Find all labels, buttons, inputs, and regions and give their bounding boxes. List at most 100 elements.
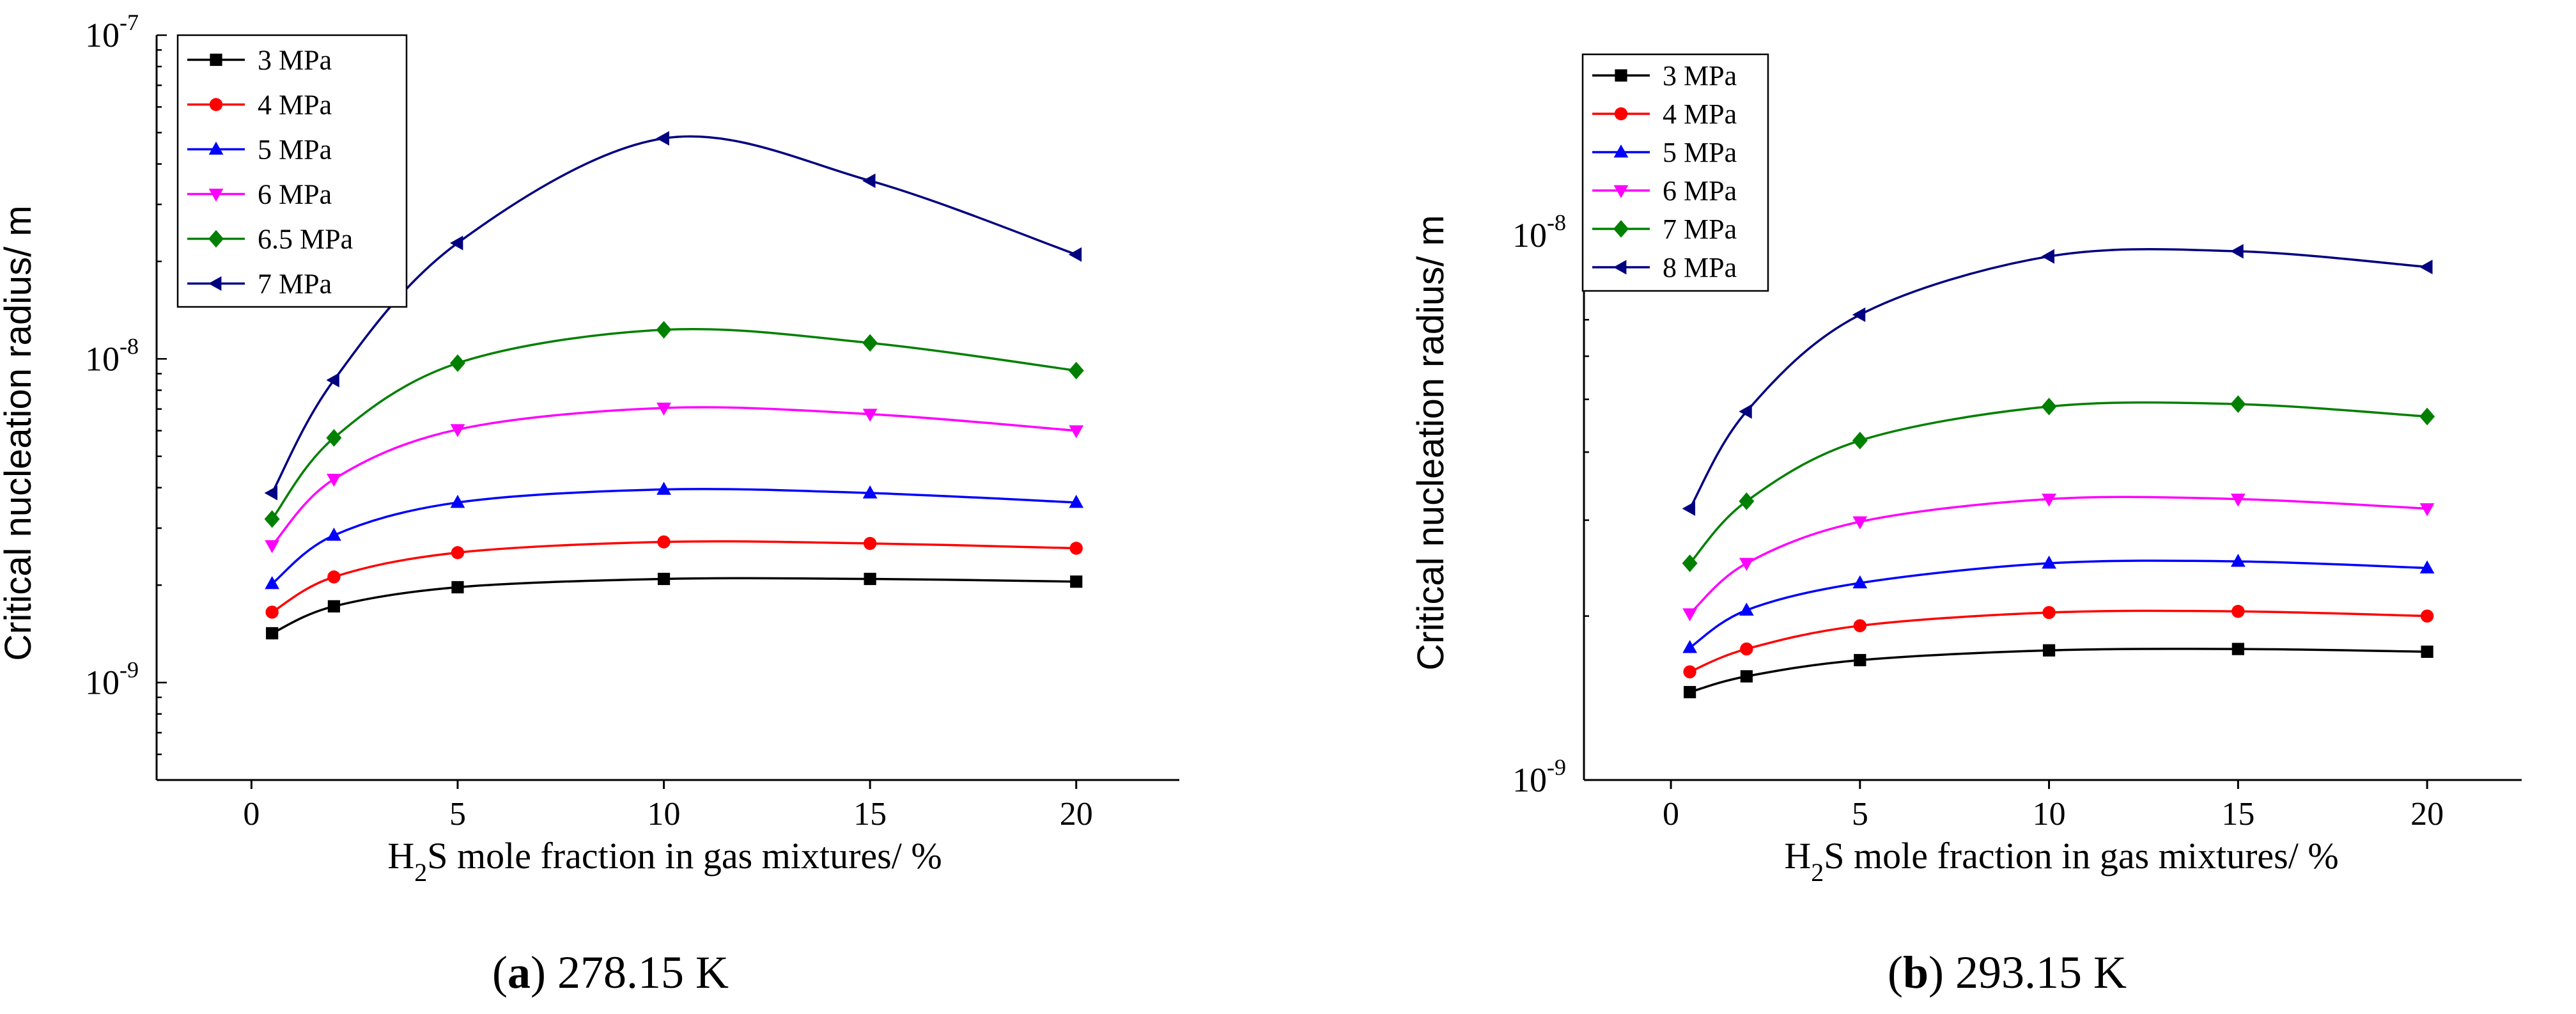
x-tick-label: 15 <box>2221 796 2254 832</box>
series-6-mpa <box>1682 494 2435 621</box>
data-point <box>1853 619 1867 632</box>
legend-label: 6 MPa <box>258 179 332 210</box>
data-point <box>1683 665 1696 678</box>
data-point <box>862 409 878 422</box>
data-point <box>1069 425 1084 439</box>
data-point <box>864 572 876 586</box>
data-point <box>1682 501 1696 516</box>
data-point <box>2419 260 2433 274</box>
y-tick-label: 10-7 <box>85 10 139 54</box>
legend-marker <box>1614 107 1628 121</box>
series-line <box>271 540 1076 613</box>
legend-marker <box>1613 220 1629 238</box>
data-point <box>451 546 465 559</box>
series-line <box>1689 648 2428 694</box>
data-point <box>327 600 341 612</box>
data-point <box>1070 575 1083 588</box>
legend-box <box>1581 53 1769 292</box>
series-line <box>271 488 1076 585</box>
data-point <box>2042 556 2056 569</box>
data-point <box>265 540 280 554</box>
series-line <box>1689 248 2428 510</box>
data-point <box>327 570 341 584</box>
data-point <box>2041 249 2054 264</box>
data-point <box>1852 307 1866 322</box>
data-point <box>326 373 339 387</box>
data-point <box>1069 494 1084 508</box>
legend-label: 4 MPa <box>258 90 332 121</box>
legend-label: 4 MPa <box>1663 98 1737 130</box>
data-point <box>1740 642 1753 656</box>
x-tick-label: 5 <box>449 796 466 832</box>
series-line <box>1689 559 2428 649</box>
legend-label: 6 MPa <box>1663 175 1737 207</box>
legend-label: 5 MPa <box>258 134 332 166</box>
series-4-mpa <box>1683 605 2434 678</box>
legend-marker <box>1615 69 1627 82</box>
x-tick-label: 20 <box>2410 796 2444 832</box>
x-tick-label: 5 <box>1852 796 1868 832</box>
y-tick-label: 10-8 <box>1512 210 1566 254</box>
data-point <box>265 575 280 589</box>
data-point <box>2419 503 2435 517</box>
x-axis-label: H2S mole fraction in gas mixtures/ % <box>1784 835 2338 887</box>
series-6-5-mpa <box>264 320 1084 528</box>
legend-marker <box>1613 144 1629 158</box>
data-point <box>862 334 878 352</box>
legend-label: 5 MPa <box>1663 137 1737 168</box>
series-4-mpa <box>265 535 1083 619</box>
data-point <box>451 581 464 594</box>
series-line <box>1689 609 2428 673</box>
data-point <box>327 474 341 487</box>
data-point <box>862 485 878 499</box>
series-line <box>271 577 1076 635</box>
data-point <box>326 429 342 447</box>
data-point <box>1739 558 1754 572</box>
legend-label: 7 MPa <box>1663 214 1737 245</box>
data-point <box>656 130 669 146</box>
data-point <box>2421 645 2433 658</box>
data-point <box>656 402 671 416</box>
data-point <box>1739 602 1754 616</box>
data-point <box>1739 404 1752 419</box>
data-point <box>2230 244 2244 259</box>
data-point <box>2231 605 2245 618</box>
legend-marker <box>208 276 222 291</box>
data-point <box>656 481 671 495</box>
data-point <box>2230 395 2246 413</box>
data-point <box>327 527 341 541</box>
data-point <box>2042 605 2056 620</box>
legend-label: 3 MPa <box>1663 60 1737 91</box>
data-point <box>862 173 876 189</box>
x-tick-label: 0 <box>243 796 260 832</box>
data-point <box>1852 516 1868 530</box>
chart-a: 0 5 10 15 20 10-9 10-8 10-7 Critical nucleation … <box>0 10 1179 998</box>
data-point <box>2041 398 2057 416</box>
data-point <box>1852 575 1868 589</box>
data-point <box>2419 407 2435 426</box>
series-5-mpa <box>1682 554 2435 653</box>
caption: (a) 278.15 K <box>492 947 729 998</box>
data-point <box>2230 494 2246 507</box>
y-tick-label: 10-9 <box>1512 754 1566 799</box>
x-tick-label: 20 <box>1060 796 1093 832</box>
data-point <box>657 572 671 586</box>
legend-box <box>176 34 408 308</box>
y-tick-label: 10-9 <box>85 657 139 702</box>
x-tick-label: 10 <box>2033 796 2066 832</box>
series-6-mpa <box>265 402 1084 554</box>
legend-label: 3 MPa <box>258 45 332 76</box>
x-tick-label: 10 <box>648 796 681 832</box>
series-3-mpa <box>266 572 1083 640</box>
data-point <box>1684 685 1696 699</box>
y-axis-label: Critical nucleation radius/ m <box>1410 215 1452 670</box>
data-point <box>1852 432 1868 449</box>
x-axis-label: H2S mole fraction in gas mixtures/ % <box>387 835 942 887</box>
legend-marker <box>208 230 224 248</box>
data-point <box>1682 554 1698 572</box>
data-point <box>863 536 877 550</box>
data-point <box>1740 670 1753 683</box>
series-line <box>271 327 1076 520</box>
chart-b: 0 5 10 15 20 10-9 10-8 Critical nucleation radi… <box>1410 53 2522 998</box>
